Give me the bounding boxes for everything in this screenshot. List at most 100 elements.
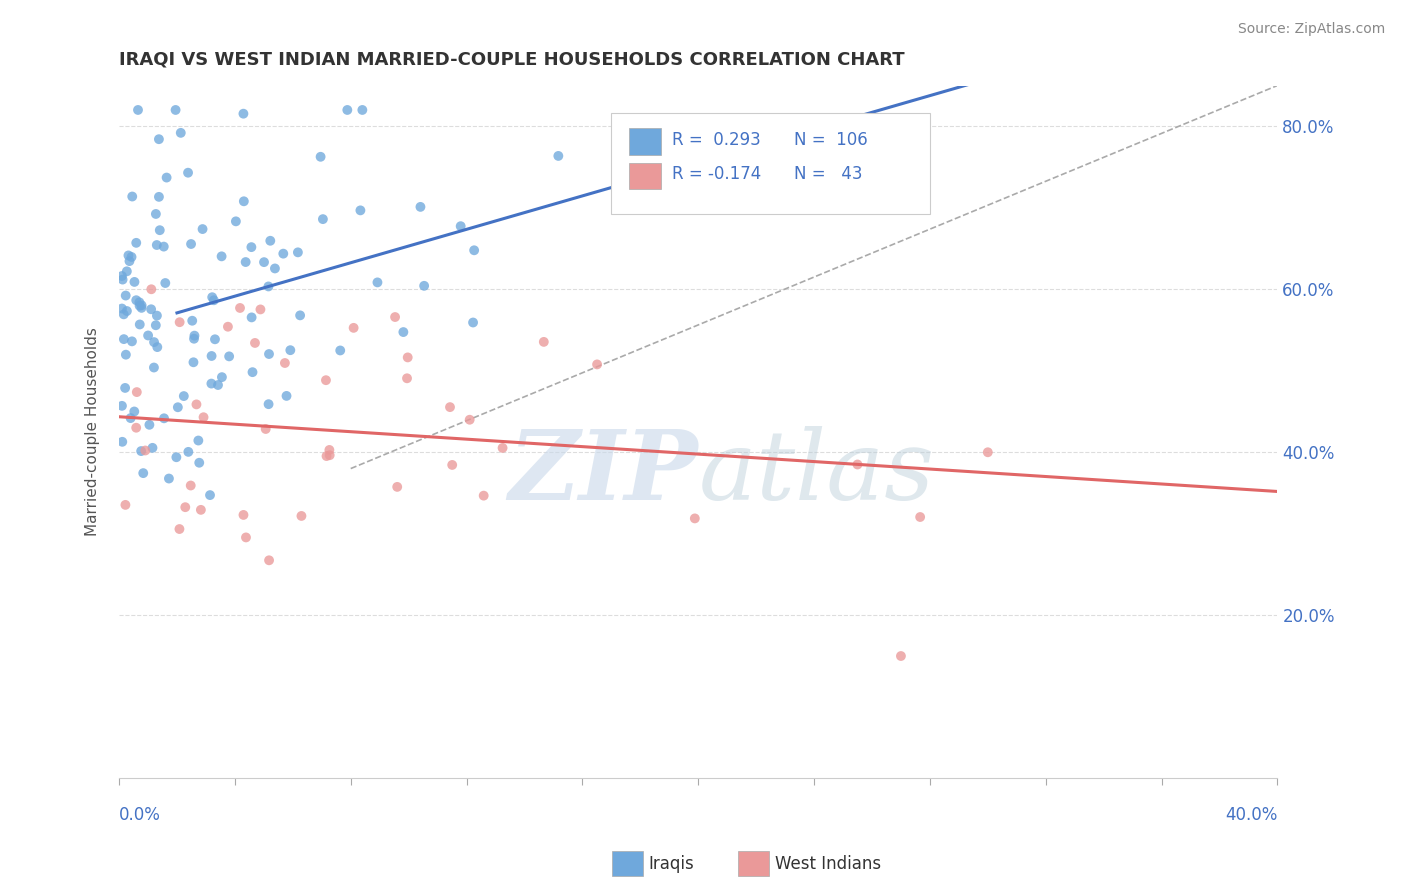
Point — [201, 290, 224, 304]
Point — [111, 434, 134, 449]
Point — [183, 328, 205, 343]
Point — [165, 103, 187, 117]
Point — [125, 421, 148, 435]
Point — [288, 309, 311, 323]
FancyBboxPatch shape — [612, 113, 929, 214]
Text: atlas: atlas — [699, 426, 935, 520]
Point — [352, 103, 374, 117]
Point — [217, 319, 239, 334]
Point — [121, 250, 143, 264]
Point — [127, 103, 149, 117]
Point — [111, 268, 134, 283]
Point — [387, 480, 409, 494]
Point — [890, 648, 912, 663]
Point — [908, 510, 931, 524]
Point — [141, 441, 163, 455]
Point — [264, 261, 287, 276]
Text: R = -0.174: R = -0.174 — [672, 165, 761, 183]
Point — [146, 340, 169, 354]
Point — [309, 150, 332, 164]
Point — [121, 189, 143, 203]
Point — [259, 234, 281, 248]
Point — [131, 301, 153, 315]
Point — [139, 302, 162, 317]
Point — [115, 304, 138, 318]
Point — [128, 299, 150, 313]
Text: 40.0%: 40.0% — [1225, 805, 1278, 824]
Point — [315, 373, 337, 387]
Text: N =  106: N = 106 — [794, 130, 868, 149]
Point — [384, 310, 406, 324]
Point — [392, 325, 415, 339]
Point — [138, 417, 160, 432]
Point — [148, 132, 170, 146]
Point — [114, 288, 136, 302]
Point — [115, 348, 138, 362]
Point — [290, 508, 312, 523]
Point — [187, 434, 209, 448]
Point — [169, 315, 191, 329]
Point — [249, 302, 271, 317]
Point — [183, 355, 205, 369]
Point — [202, 293, 225, 308]
Point — [170, 126, 193, 140]
Point — [149, 223, 172, 237]
Point — [533, 334, 555, 349]
Point — [180, 478, 202, 492]
Point — [177, 166, 200, 180]
Point — [287, 245, 309, 260]
Point — [329, 343, 352, 358]
Point — [112, 307, 135, 321]
Text: 0.0%: 0.0% — [120, 805, 160, 824]
Point — [125, 385, 148, 400]
Point — [271, 246, 294, 260]
Point — [146, 238, 169, 252]
Point — [112, 332, 135, 346]
Point — [181, 314, 204, 328]
Point — [124, 275, 146, 289]
Point — [200, 349, 222, 363]
Point — [111, 272, 134, 286]
Point — [232, 106, 254, 120]
Point — [141, 282, 163, 296]
Point — [547, 149, 569, 163]
Point — [218, 350, 240, 364]
Y-axis label: Married-couple Households: Married-couple Households — [86, 327, 100, 536]
Point — [152, 239, 174, 253]
Point — [461, 316, 484, 330]
Point — [257, 553, 280, 567]
Point — [409, 200, 432, 214]
Point — [166, 401, 188, 415]
Text: West Indians: West Indians — [775, 855, 880, 873]
Point — [211, 370, 233, 384]
Point — [240, 240, 263, 254]
Point — [229, 301, 252, 315]
Text: IRAQI VS WEST INDIAN MARRIED-COUPLE HOUSEHOLDS CORRELATION CHART: IRAQI VS WEST INDIAN MARRIED-COUPLE HOUS… — [120, 51, 904, 69]
Point — [191, 222, 214, 236]
Point — [145, 207, 167, 221]
Point — [278, 343, 301, 358]
Point — [193, 410, 215, 425]
Point — [136, 328, 159, 343]
Point — [977, 445, 1000, 459]
Point — [169, 522, 191, 536]
Point — [211, 249, 233, 263]
Point — [450, 219, 472, 234]
FancyBboxPatch shape — [628, 163, 661, 189]
Point — [683, 511, 706, 525]
Point — [235, 530, 257, 544]
Point — [257, 279, 280, 293]
Point — [243, 335, 266, 350]
Point — [118, 254, 141, 268]
Point — [458, 413, 481, 427]
Point — [274, 356, 297, 370]
Point — [114, 498, 136, 512]
Point — [413, 278, 436, 293]
Text: ZIP: ZIP — [509, 426, 699, 520]
Point — [253, 255, 276, 269]
Point — [129, 444, 152, 458]
Point — [254, 422, 277, 436]
Point — [155, 276, 177, 290]
Point — [232, 508, 254, 522]
Point — [156, 170, 179, 185]
